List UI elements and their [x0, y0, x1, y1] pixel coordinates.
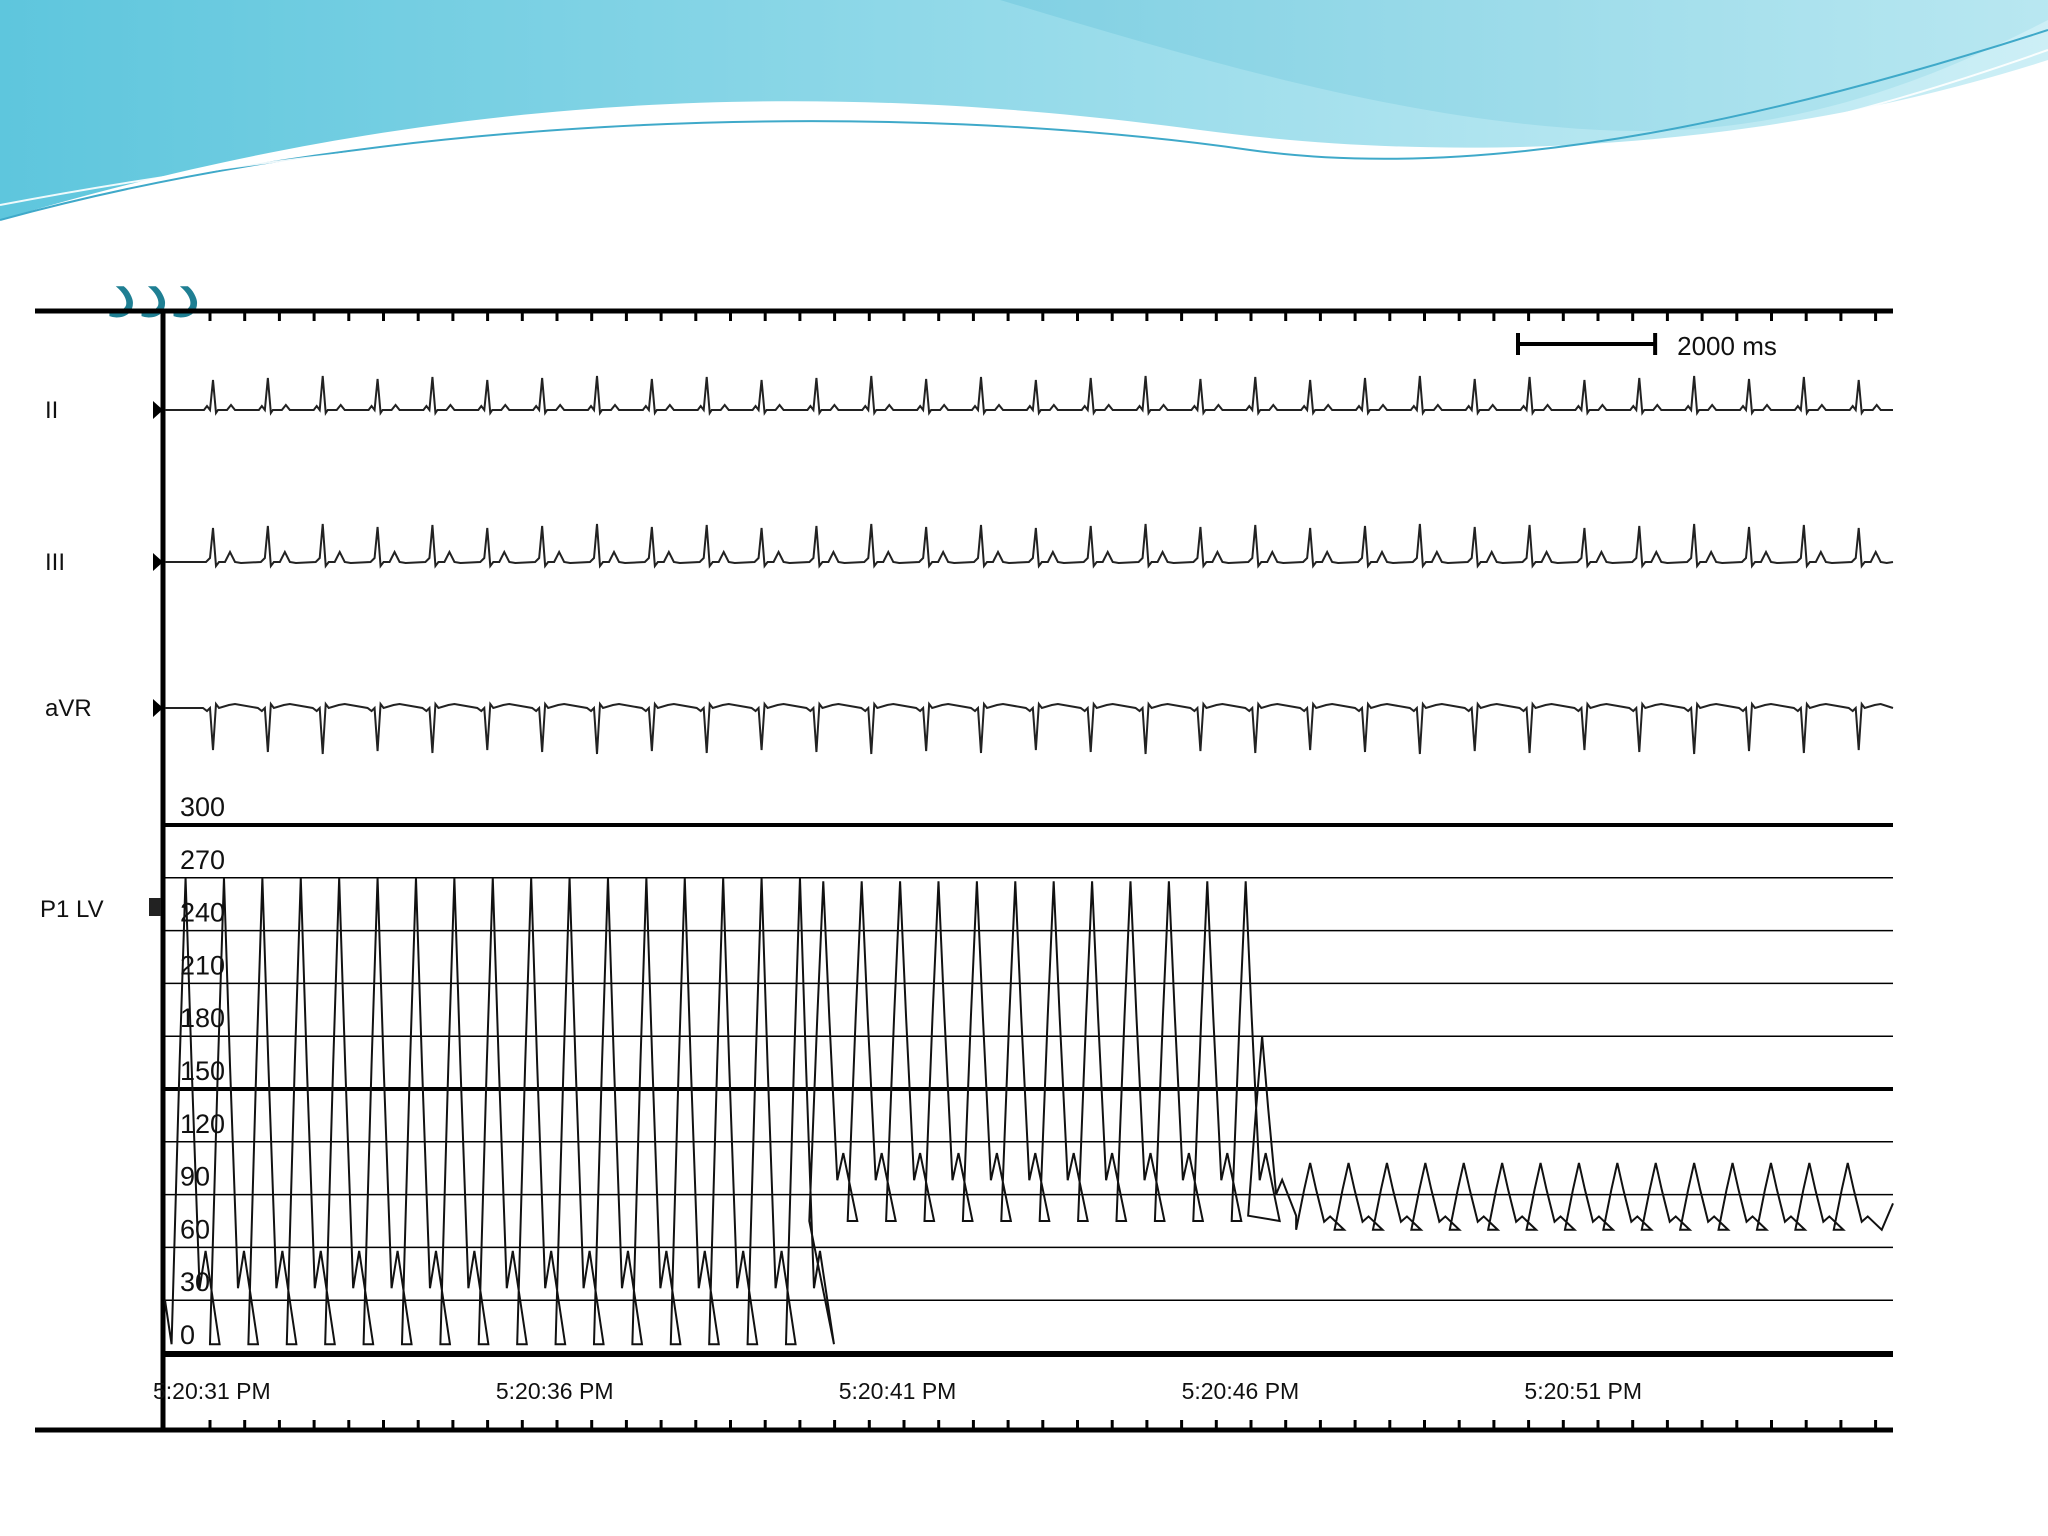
pressure-trace	[165, 878, 1893, 1344]
lead-label-avr: aVR	[45, 695, 92, 722]
pressure-tick-label: 210	[180, 950, 225, 980]
time-tick-label: 5:20:31 PM	[153, 1378, 271, 1404]
pressure-tick-label: 0	[180, 1320, 195, 1350]
pressure-tick-label: 120	[180, 1109, 225, 1139]
pressure-tick-label: 270	[180, 845, 225, 875]
ecg-traces	[165, 376, 1893, 754]
pressure-tick-label: 300	[180, 792, 225, 822]
pressure-tick-label: 60	[180, 1214, 210, 1244]
pressure-tick-label: 30	[180, 1267, 210, 1297]
lead-label-iii: III	[45, 549, 65, 576]
time-tick-label: 5:20:46 PM	[1182, 1378, 1300, 1404]
ecg-trace-avr	[165, 704, 1893, 754]
ecg-trace-ii	[165, 376, 1893, 413]
ecg-trace-iii	[165, 524, 1893, 566]
pressure-trace-group	[165, 878, 1893, 1344]
scale-bar: 2000 ms	[1518, 331, 1777, 361]
time-tick-label: 5:20:36 PM	[496, 1378, 614, 1404]
lead-label-ii: II	[45, 397, 58, 424]
time-axis: 5:20:31 PM 5:20:36 PM 5:20:41 PM 5:20:46 PM…	[153, 1355, 1893, 1404]
pressure-grid	[165, 825, 1893, 1353]
pressure-lead-label: P1 LV	[40, 896, 104, 923]
scale-bar-label: 2000 ms	[1677, 331, 1777, 361]
time-tick-label: 5:20:41 PM	[839, 1378, 957, 1404]
time-tick-label: 5:20:51 PM	[1524, 1378, 1642, 1404]
pressure-marker	[149, 898, 161, 916]
